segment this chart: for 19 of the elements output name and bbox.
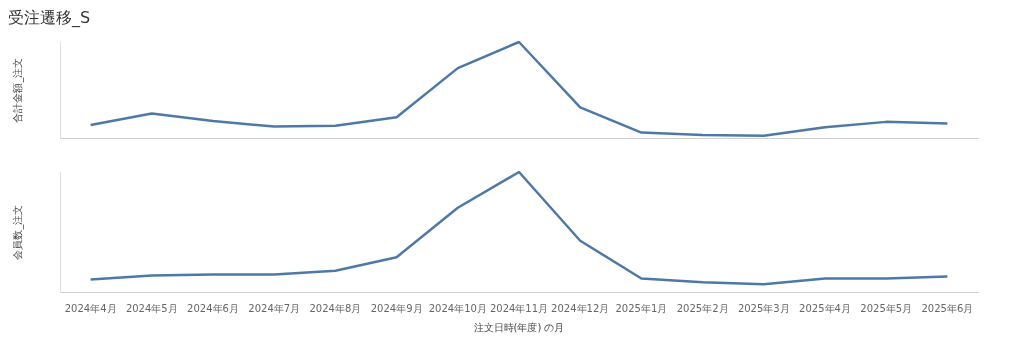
x-tick-label: 2024年5月 bbox=[125, 302, 178, 314]
y-axis-title: 会員数_注文 bbox=[11, 204, 24, 260]
x-axis-title: 注文日時(年度) の月 bbox=[473, 321, 565, 333]
x-tick-label: 2025年1月 bbox=[615, 302, 668, 314]
y-axis-title: 合計金額_注文 bbox=[11, 57, 24, 123]
x-tick-label: 2024年10月 bbox=[428, 302, 487, 314]
x-tick-label: 2024年11月 bbox=[489, 302, 549, 314]
x-tick-label: 2025年4月 bbox=[799, 302, 851, 314]
chart-title: 受注遷移_S bbox=[8, 8, 92, 29]
x-tick-label: 2024年7月 bbox=[248, 302, 301, 314]
x-tick-label: 2025年5月 bbox=[860, 302, 913, 314]
x-tick-label: 2025年3月 bbox=[737, 302, 790, 314]
x-tick-label: 2024年6月 bbox=[187, 302, 239, 314]
x-tick-label: 2024年9月 bbox=[370, 302, 423, 314]
x-tick-label: 2024年12月 bbox=[551, 302, 610, 314]
x-tick-label: 2025年6月 bbox=[921, 302, 974, 314]
x-tick-label: 2025年2月 bbox=[676, 302, 729, 314]
x-tick-label: 2024年8月 bbox=[309, 302, 362, 314]
x-tick-label: 2024年4月 bbox=[64, 302, 117, 314]
